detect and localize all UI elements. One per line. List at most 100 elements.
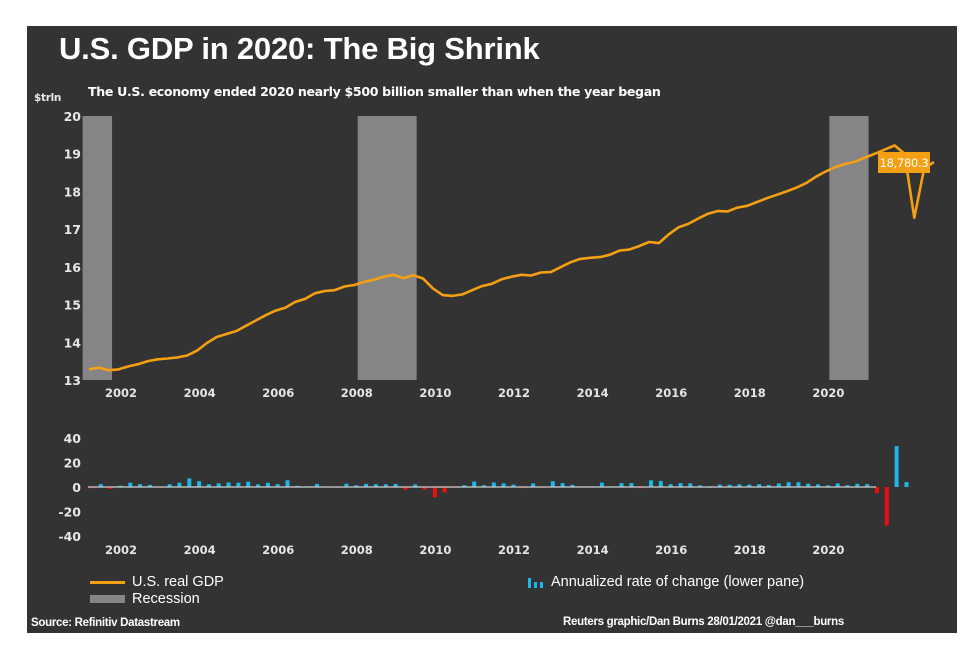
upper-x-tick-label: 2002: [105, 386, 137, 400]
y-axis-unit-label: $trln: [34, 92, 62, 104]
rate-bar: [187, 478, 192, 487]
upper-y-tick-label: 15: [64, 298, 81, 313]
recession-band: [829, 116, 869, 380]
lower-y-axis: 40 20 0 -20 -40: [58, 431, 81, 544]
lower-x-axis: 2002 2004 2006 2008 2010 2012 2014 2016 2018 2020: [105, 543, 844, 557]
rate-bar: [226, 482, 231, 487]
rate-bar: [776, 483, 781, 487]
lower-y-tick-label: 20: [64, 456, 82, 471]
rate-bar: [806, 483, 811, 487]
rate-bar: [884, 487, 889, 526]
rate-bar: [501, 483, 506, 487]
rate-bar: [393, 483, 398, 487]
rate-bar: [796, 482, 801, 487]
rate-bar: [491, 482, 496, 487]
lower-y-tick-label: 0: [72, 480, 81, 495]
rate-bar: [236, 482, 241, 487]
lower-x-tick-label: 2010: [419, 543, 451, 557]
legend-rate-label: Annualized rate of change (lower pane): [551, 574, 805, 590]
rate-bar: [354, 485, 359, 487]
rate-bar: [511, 484, 516, 487]
rate-bar: [216, 483, 221, 487]
upper-y-tick-label: 14: [64, 335, 82, 350]
rate-bar: [550, 481, 555, 487]
upper-x-tick-label: 2006: [262, 386, 294, 400]
rate-bar: [747, 484, 752, 487]
rate-bar: [894, 446, 899, 487]
rate-bar: [688, 483, 693, 487]
rate-bar: [265, 482, 270, 487]
rate-bar: [757, 484, 762, 487]
lower-x-tick-label: 2020: [812, 543, 844, 557]
rate-bar: [315, 483, 319, 487]
upper-x-tick-label: 2008: [341, 386, 373, 400]
rate-bar: [482, 485, 486, 487]
upper-x-tick-label: 2012: [498, 386, 530, 400]
lower-x-tick-label: 2016: [655, 543, 687, 557]
rate-bar: [462, 485, 467, 487]
legend-gdp-label: U.S. real GDP: [132, 574, 224, 590]
rate-bar: [246, 481, 251, 487]
lower-x-tick-label: 2004: [184, 543, 216, 557]
rate-bar: [658, 480, 663, 487]
rate-bar: [698, 485, 703, 487]
lower-y-tick-label: -20: [58, 505, 81, 520]
rate-bar: [649, 480, 653, 487]
rate-bar: [285, 480, 290, 487]
gdp-line: [88, 144, 935, 372]
upper-x-tick-label: 2020: [812, 386, 844, 400]
upper-y-tick-label: 19: [64, 147, 81, 162]
rate-bar: [423, 487, 427, 490]
rate-bar: [766, 484, 771, 487]
rate-bar: [128, 482, 133, 487]
rate-bar: [472, 481, 477, 487]
upper-x-axis: 2002 2004 2006 2008 2010 2012 2014 2016 2018 2020: [105, 386, 844, 400]
rate-bar: [855, 483, 860, 487]
rate-bar: [413, 484, 418, 487]
lower-y-tick-label: -40: [58, 529, 81, 544]
rate-bar: [825, 485, 830, 487]
rate-bar: [619, 483, 624, 487]
rate-bar: [531, 483, 536, 487]
rate-bar: [875, 487, 879, 494]
chart-title: U.S. GDP in 2020: The Big Shrink: [59, 31, 540, 66]
legend-recession-label: Recession: [132, 591, 200, 607]
recession-bands: [82, 116, 869, 380]
upper-y-tick-label: 20: [64, 109, 82, 124]
lower-x-tick-label: 2006: [262, 543, 294, 557]
rate-bar: [167, 484, 172, 487]
credit-note: Reuters graphic/Dan Burns 28/01/2021 @da…: [563, 616, 844, 628]
rate-bar: [668, 484, 673, 487]
rate-bar: [816, 484, 820, 487]
legend-recession-swatch: [90, 595, 125, 603]
rate-bar: [256, 484, 260, 487]
rate-bar: [147, 484, 152, 487]
rate-bar: [373, 484, 378, 487]
rate-bar: [717, 484, 722, 487]
rate-bar: [904, 482, 909, 487]
rate-bar: [845, 485, 850, 487]
lower-x-tick-label: 2008: [341, 543, 373, 557]
upper-y-tick-label: 13: [64, 373, 81, 388]
lower-x-tick-label: 2002: [105, 543, 137, 557]
rate-bar: [177, 482, 182, 487]
lower-x-tick-label: 2012: [498, 543, 530, 557]
chart-subtitle: The U.S. economy ended 2020 nearly $500 …: [88, 84, 661, 99]
upper-y-axis: 13 14 15 16 17 18 19 20: [64, 109, 82, 388]
upper-y-tick-label: 18: [64, 184, 81, 199]
lower-x-tick-label: 2018: [734, 543, 766, 557]
rate-bars: [89, 446, 909, 526]
source-note: Source: Refinitiv Datastream: [31, 617, 180, 629]
lower-y-tick-label: 40: [64, 431, 82, 446]
rate-bar: [442, 487, 447, 493]
rate-bar: [678, 483, 683, 487]
rate-bar: [197, 481, 202, 487]
rate-bar: [835, 483, 840, 487]
lower-x-tick-label: 2014: [577, 543, 609, 557]
legend-line-swatch: [90, 580, 125, 584]
upper-y-tick-label: 17: [64, 222, 81, 237]
rate-bar: [786, 482, 791, 487]
rate-bar: [383, 484, 388, 487]
rate-bar: [108, 487, 113, 489]
upper-x-tick-label: 2010: [419, 386, 451, 400]
